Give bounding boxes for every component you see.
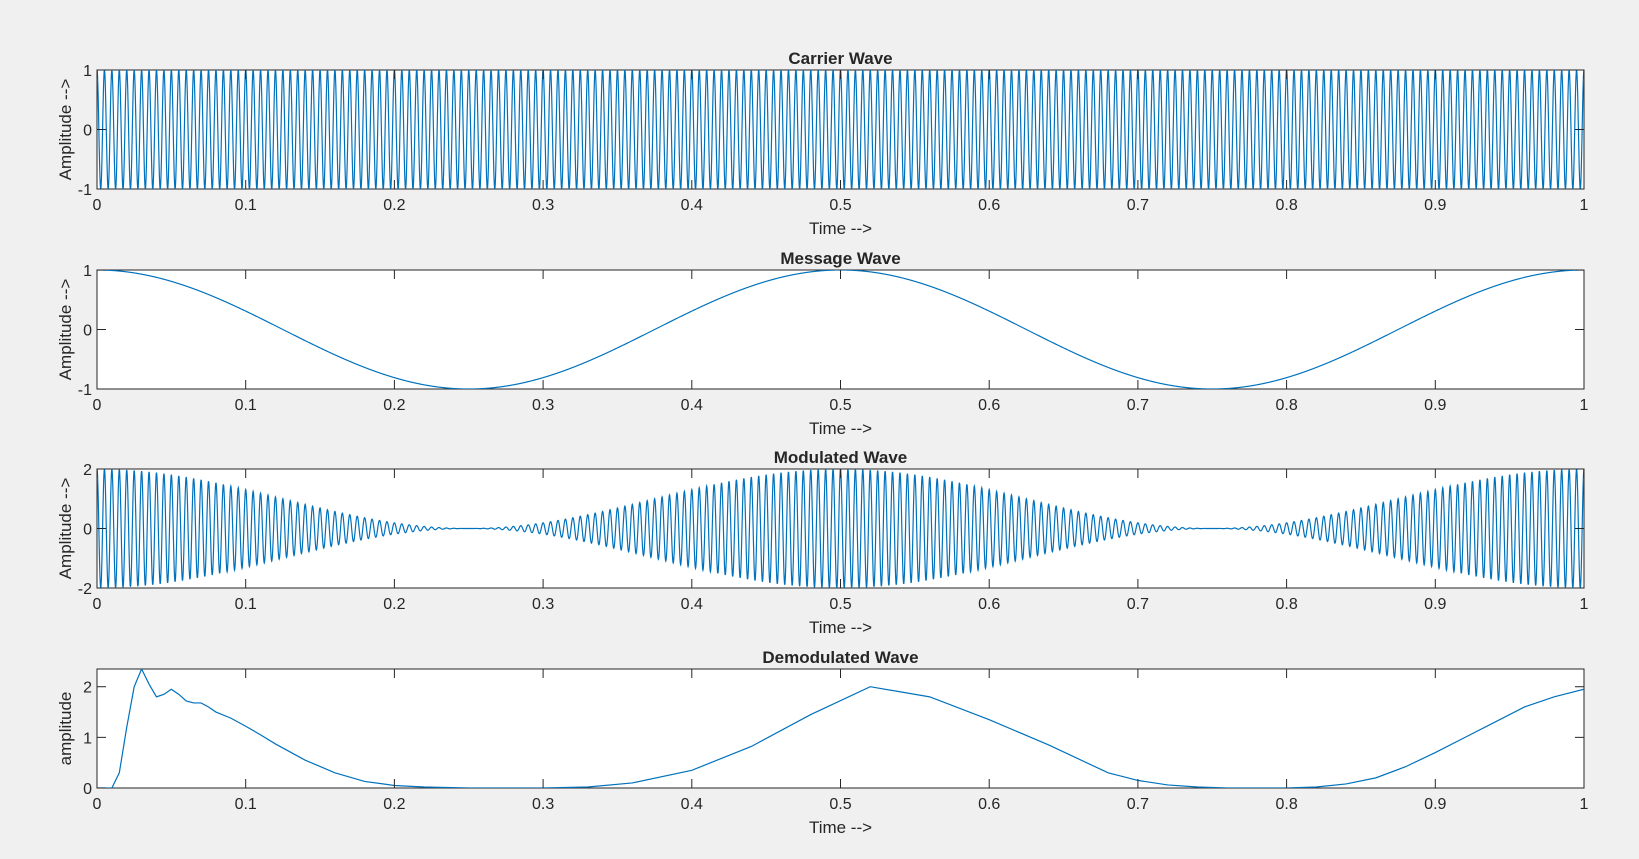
demodulated-axes: 0 0.1 0.2 0.3 0.4 0.5 0.6 0.7 0.8 0.9 1 0 1 2 Demodula…: [56, 648, 1589, 837]
modulated-xtick-label: 1: [1580, 596, 1589, 613]
modulated-xtick-label: 0.6: [978, 596, 1000, 613]
modulated-ytick-label: 2: [83, 462, 92, 479]
carrier-ytick-label: -1: [78, 182, 92, 199]
modulated-ytick-label: -2: [78, 581, 92, 598]
carrier-title: Carrier Wave: [788, 49, 892, 68]
message-xtick-label: 0.9: [1424, 397, 1446, 414]
message-xtick-label: 0.8: [1275, 397, 1297, 414]
demodulated-xtick-label: 0.1: [235, 796, 257, 813]
demodulated-xtick-label: 0.9: [1424, 796, 1446, 813]
message-xtick-label: 0.4: [681, 397, 703, 414]
message-ytick-label: 1: [83, 263, 92, 280]
modulated-xtick-label: 0.2: [383, 596, 405, 613]
message-ytick-label: -1: [78, 382, 92, 399]
modulated-xtick-label: 0.3: [532, 596, 554, 613]
demodulated-wave-line: [97, 669, 1584, 788]
modulated-xtick-label: 0.1: [235, 596, 257, 613]
demodulated-plot-area: [96, 668, 1585, 789]
carrier-xtick-label: 0.2: [383, 197, 405, 214]
carrier-xtick-label: 0.6: [978, 197, 1000, 214]
carrier-xtick-label: 0.9: [1424, 197, 1446, 214]
modulated-xlabel: Time -->: [809, 618, 872, 637]
demodulated-ytick-label: 0: [83, 781, 92, 798]
carrier-ytick-label: 1: [83, 63, 92, 80]
message-xtick-label: 0.2: [383, 397, 405, 414]
message-xtick-label: 0: [93, 397, 102, 414]
carrier-ytick-label: 0: [83, 123, 92, 140]
message-xtick-label: 0.3: [532, 397, 554, 414]
message-xtick-label: 1: [1580, 397, 1589, 414]
modulated-ylabel: Amplitude -->: [56, 478, 75, 580]
demodulated-title: Demodulated Wave: [762, 648, 918, 667]
message-xtick-label: 0.6: [978, 397, 1000, 414]
message-wave-line: [97, 270, 1584, 389]
demodulated-xtick-label: 0.8: [1275, 796, 1297, 813]
demodulated-xtick-label: 0.7: [1127, 796, 1149, 813]
demodulated-ylabel: amplitude: [56, 692, 75, 766]
demodulated-ytick-label: 1: [83, 730, 92, 747]
message-plot-area: [96, 269, 1585, 390]
demodulated-ytick-label: 2: [83, 680, 92, 697]
modulated-wave-line: [97, 469, 1584, 588]
message-axes: 0 0.1 0.2 0.3 0.4 0.5 0.6 0.7 0.8 0.9 1-101Message…: [56, 249, 1589, 438]
demodulated-xtick-label: 0.4: [681, 796, 703, 813]
demodulated-xlabel: Time -->: [809, 818, 872, 837]
message-ylabel: Amplitude -->: [56, 279, 75, 381]
modulated-xtick-label: 0.8: [1275, 596, 1297, 613]
demodulated-xtick-label: 0.6: [978, 796, 1000, 813]
demodulated-xtick-label: 0.2: [383, 796, 405, 813]
carrier-xtick-label: 0: [93, 197, 102, 214]
modulated-xtick-label: 0: [93, 596, 102, 613]
message-xlabel: Time -->: [809, 419, 872, 438]
carrier-wave-line: [97, 70, 1584, 189]
carrier-xtick-label: 0.1: [235, 197, 257, 214]
demodulated-xtick-label: 1: [1580, 796, 1589, 813]
carrier-xtick-label: 0.4: [681, 197, 703, 214]
modulated-axes: 0 0.1 0.2 0.3 0.4 0.5 0.6 0.7 0.8 0.9 1-202Modulat…: [56, 448, 1589, 637]
carrier-xtick-label: 0.8: [1275, 197, 1297, 214]
message-xtick-label: 0.5: [829, 397, 851, 414]
modulated-ytick-label: 0: [83, 522, 92, 539]
demodulated-xtick-label: 0: [93, 796, 102, 813]
carrier-xlabel: Time -->: [809, 219, 872, 238]
message-xtick-label: 0.1: [235, 397, 257, 414]
carrier-xtick-label: 0.5: [829, 197, 851, 214]
modulated-xtick-label: 0.9: [1424, 596, 1446, 613]
carrier-ylabel: Amplitude -->: [56, 79, 75, 181]
modulated-plot-area: [96, 468, 1585, 589]
demodulated-xtick-label: 0.3: [532, 796, 554, 813]
modulated-xtick-label: 0.4: [681, 596, 703, 613]
modulated-xtick-label: 0.5: [829, 596, 851, 613]
carrier-xtick-label: 1: [1580, 197, 1589, 214]
message-xtick-label: 0.7: [1127, 397, 1149, 414]
modulated-title: Modulated Wave: [774, 448, 908, 467]
message-title: Message Wave: [780, 249, 900, 268]
carrier-xtick-label: 0.3: [532, 197, 554, 214]
carrier-axes: 0 0.1 0.2 0.3 0.4 0.5 0.6 0.7 0.8 0.9 1-101Carrier…: [56, 49, 1589, 238]
demodulated-xtick-label: 0.5: [829, 796, 851, 813]
carrier-xtick-label: 0.7: [1127, 197, 1149, 214]
carrier-plot-area: [96, 69, 1585, 190]
modulated-xtick-label: 0.7: [1127, 596, 1149, 613]
message-ytick-label: 0: [83, 323, 92, 340]
